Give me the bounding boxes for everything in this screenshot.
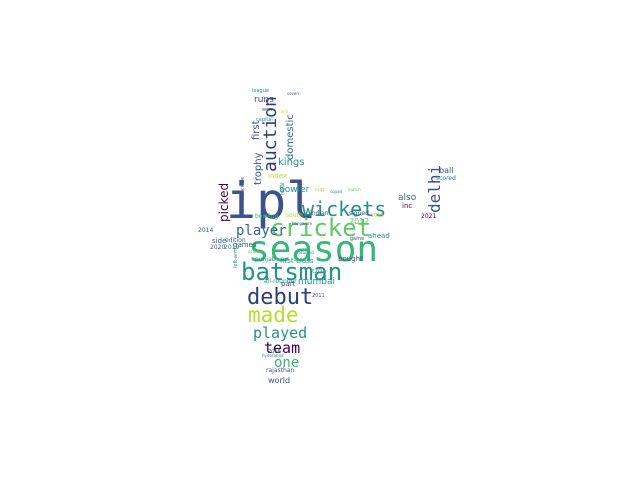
cloud-word: 2014 [198, 227, 214, 234]
cloud-word: ahead [368, 232, 390, 240]
cloud-word: wickets [302, 197, 387, 221]
cloud-word: 2019 [224, 244, 240, 251]
cloud-word: squad [330, 189, 343, 194]
cloud-word: t20 [312, 268, 322, 275]
cloud-word: also [398, 193, 417, 203]
cloud-word: royal [280, 182, 286, 195]
cloud-word: first [251, 120, 262, 140]
cloud-word: player [236, 223, 287, 239]
cloud-word: signed [349, 210, 369, 217]
cloud-word: bangalore [292, 221, 313, 226]
cloud-word: rajasthan [266, 367, 295, 374]
cloud-word: 2021 [421, 213, 437, 220]
cloud-word: kings [278, 157, 305, 168]
cloud-word: hyderabad [262, 353, 284, 358]
cloud-word: first-class [280, 257, 314, 265]
cloud-word: ranji [279, 109, 288, 114]
cloud-word: inc [402, 202, 413, 210]
cloud-word: franchise [240, 176, 246, 200]
cloud-word: retained [297, 250, 314, 255]
cloud-word: world [268, 376, 291, 385]
cloud-word: october [248, 249, 264, 254]
cloud-word: ipl [226, 172, 317, 230]
cloud-word: 2015 [371, 213, 384, 219]
cloud-word: 2011 [312, 293, 325, 299]
cloud-word: bowling [255, 213, 279, 220]
cloud-word: cup [315, 187, 325, 193]
cloud-word: runs [254, 95, 274, 105]
cloud-word: match [348, 187, 361, 192]
cloud-word: game [350, 236, 365, 242]
cloud-word: bought [338, 255, 363, 263]
cloud-word: played [253, 324, 308, 342]
cloud-word: ball [439, 166, 454, 175]
cloud-word: index [268, 172, 288, 180]
cloud-word: team [264, 339, 301, 357]
cloud-word: debut [247, 285, 314, 310]
cloud-word: games [233, 241, 257, 249]
cloud-word: domestic [285, 114, 296, 160]
cloud-word: 2018 [268, 349, 281, 355]
cloud-word: one [274, 355, 300, 371]
cloud-word: batsman [241, 258, 343, 286]
cloud-word: league [252, 88, 269, 94]
cloud-word: part [281, 280, 296, 288]
cloud-word: left-arm [233, 248, 239, 268]
cloud-word: south [286, 212, 303, 219]
cloud-word: edition [225, 237, 246, 244]
cloud-word: mumbai [298, 277, 335, 287]
cloud-word: capital [256, 117, 273, 123]
cloud-word: all-rounder [264, 278, 297, 285]
cloud-word: 2020 [210, 244, 226, 251]
cloud-word: won [262, 107, 273, 113]
cloud-word: indian [310, 210, 329, 217]
cloud-word: scored [436, 175, 456, 182]
cloud-word: cricket [270, 214, 372, 242]
cloud-word: seven [287, 91, 299, 96]
cloud-word: bowler [279, 185, 310, 195]
cloud-word: made [248, 303, 299, 327]
cloud-word: trophy [253, 152, 264, 185]
cloud-word: punjab [255, 256, 276, 263]
cloud-word: picked [217, 182, 231, 222]
cloud-word: side [212, 237, 227, 245]
cloud-word: season [248, 229, 379, 270]
cloud-word: 2012 [349, 217, 370, 226]
